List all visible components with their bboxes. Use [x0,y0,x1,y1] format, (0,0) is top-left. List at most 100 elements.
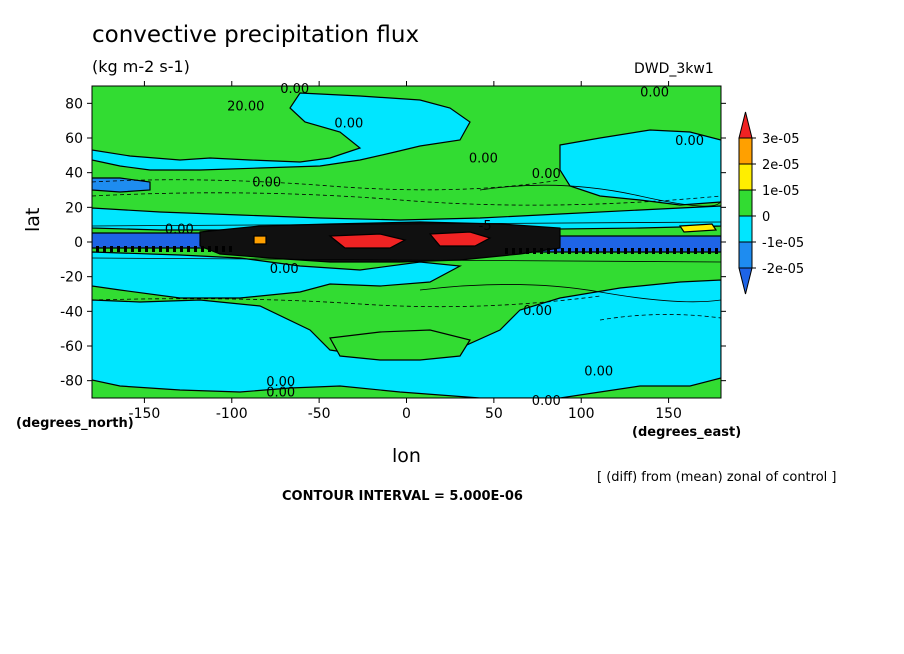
contour-tick [145,246,148,252]
contour-tick [568,248,571,254]
y-axis-label: lat [22,207,44,232]
contour-tick [173,246,176,252]
field-neg1-tropics-south [92,251,463,299]
colorbar-swatch [738,137,753,165]
contour-line [92,257,721,263]
contour-tick [187,246,190,252]
colorbar-label: -2e-05 [762,262,804,277]
contour-tick [673,248,676,254]
contour-tick [610,248,613,254]
chart-units: (kg m-2 s-1) [92,57,190,76]
contour-tick [194,246,197,252]
contour-label: 0.00 [165,222,194,237]
contour-line [92,192,721,206]
contour-label: -5 [479,219,492,234]
contour-tick [159,246,162,252]
contour-label: 0.00 [266,375,295,390]
contour-tick [631,248,634,254]
contour-interval: CONTOUR INTERVAL = 5.000E-06 [282,489,523,504]
contour-label: 0.00 [280,82,309,97]
contour-tick [694,248,697,254]
contour-tick [624,248,627,254]
contour-label: 20.00 [227,99,264,114]
y-tick-label: 40 [65,166,83,182]
x-tick-label: 0 [402,406,411,422]
contour-tick [540,248,543,254]
colorbar-swatch [738,189,753,217]
contour-tick [708,248,711,254]
contour-tick [652,248,655,254]
contour-tick [505,248,508,254]
colorbar-label: 3e-05 [762,132,800,147]
contour-line [479,184,721,207]
contour-tick [103,246,106,252]
contour-tick [201,246,204,252]
contour-tick [547,248,550,254]
contour-tick [110,246,113,252]
contour-tick [666,248,669,254]
contour-tick [687,248,690,254]
contour-label: 0.00 [675,134,704,149]
contour-label: 0.00 [252,176,281,191]
contour-tick [701,248,704,254]
contour-tick [512,248,515,254]
contour-tick [533,248,536,254]
y-tick-label: -40 [60,304,83,320]
colorbar-label: -1e-05 [762,236,804,251]
x-tick-label: 150 [655,406,682,422]
model-label: DWD_3kw1 [634,61,714,77]
difference-note: [ (diff) from (mean) zonal of control ] [597,470,837,485]
x-tick-label: 100 [568,406,595,422]
contour-label: 0.00 [584,365,613,380]
contour-tick [589,248,592,254]
contour-label: 0.00 [334,117,363,132]
colorbar: 3e-05 2e-05 1e-05 0 -1e-05 -2e-05 [738,111,804,295]
field-zero-south-patches [329,329,471,361]
x-tick-label: -100 [216,406,248,422]
field-pos2-patch [253,235,267,245]
contour-tick [208,246,211,252]
y-tick-label: 0 [74,235,83,251]
contour-tick [519,248,522,254]
colorbar-label: 0 [762,210,770,225]
contour-label: 0.00 [532,167,561,182]
x-axis: -150 -100 -50 0 50 100 150 [129,81,682,422]
contour-tick [554,248,557,254]
contour-tick [617,248,620,254]
x-tick-label: -50 [308,406,331,422]
contour-tick [222,246,225,252]
x-units-label: (degrees_east) [632,425,742,440]
colorbar-triangle-top [738,111,753,139]
y-tick-label: 80 [65,96,83,112]
contour-label: 0.00 [640,85,669,100]
contour-line [419,284,721,303]
contour-tick [124,246,127,252]
contour-tick [152,246,155,252]
colorbar-label: 1e-05 [762,184,800,199]
contour-tick [180,246,183,252]
contour-line [599,314,721,321]
contour-tick [138,246,141,252]
x-tick-label: -150 [129,406,161,422]
contour-label: 0.00 [532,394,561,409]
y-tick-label: 20 [65,200,83,216]
contour-tick [561,248,564,254]
contour-tick [215,246,218,252]
field-neg1-south [92,279,721,398]
field-pos3-core-east [428,231,492,247]
contour-field [92,86,721,398]
y-tick-label: -80 [60,374,83,390]
contour-tick [645,248,648,254]
contour-tick [715,248,718,254]
contour-label: 0.00 [270,262,299,277]
contour-tick [680,248,683,254]
contour-tick [582,248,585,254]
contour-tick [96,246,99,252]
contour-tick [526,248,529,254]
y-tick-label: -60 [60,339,83,355]
x-axis-label: lon [392,445,421,467]
y-tick-label: 60 [65,131,83,147]
contour-tick [603,248,606,254]
contour-tick [131,246,134,252]
